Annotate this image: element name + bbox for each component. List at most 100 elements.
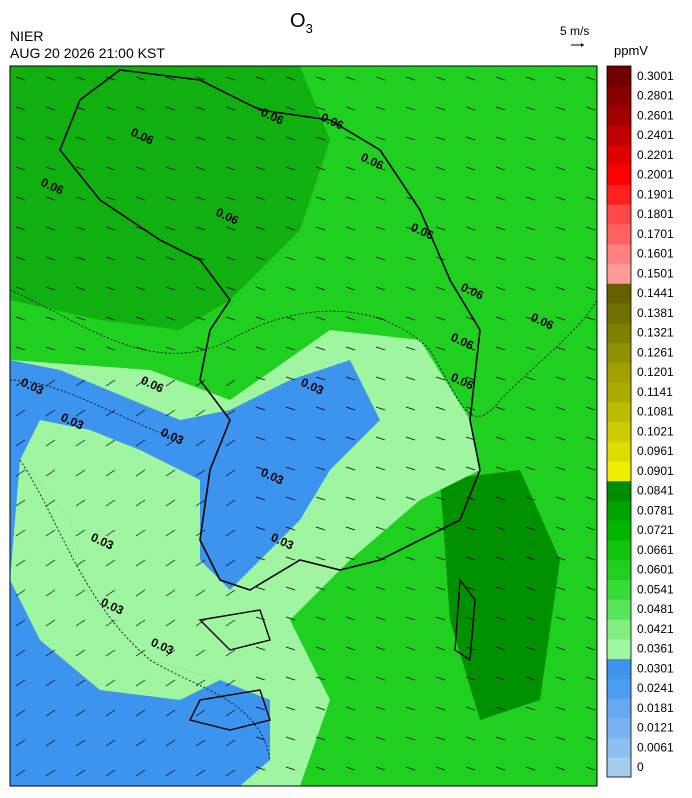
wind-arrow	[75, 76, 86, 81]
wind-arrow	[405, 376, 416, 381]
wind-arrow	[165, 106, 176, 111]
wind-arrow	[135, 439, 146, 447]
wind-arrow	[15, 469, 26, 477]
wind-arrow	[45, 469, 56, 477]
wind-arrow	[465, 586, 476, 591]
wind-arrow	[375, 616, 386, 621]
wind-arrow	[195, 439, 206, 447]
colorbar-box	[607, 243, 631, 264]
wind-arrow	[15, 709, 26, 717]
wind-arrow	[45, 256, 56, 261]
colorbar-label: 0.0481	[637, 602, 674, 616]
wind-arrow	[135, 136, 146, 141]
wind-arrow	[495, 496, 506, 501]
title-sub: 3	[306, 21, 313, 36]
colorbar-box	[607, 579, 631, 600]
wind-arrow	[495, 376, 506, 381]
wind-arrow	[465, 316, 476, 321]
wind-arrow	[405, 166, 416, 171]
wind-arrow	[255, 226, 266, 231]
wind-arrow	[585, 766, 596, 771]
colorbar-box	[607, 382, 631, 403]
wind-arrow	[45, 196, 56, 201]
wind-arrow	[405, 256, 416, 261]
wind-arrow	[345, 736, 356, 741]
wind-arrow	[435, 556, 446, 561]
wind-arrow	[75, 346, 86, 351]
wind-arrow	[465, 166, 476, 171]
wind-arrow	[225, 499, 236, 507]
wind-arrow	[315, 136, 326, 141]
wind-arrow	[135, 649, 146, 657]
wind-arrow	[105, 619, 116, 627]
wind-arrow	[465, 376, 476, 381]
wind-arrow	[255, 196, 266, 201]
wind-arrow	[135, 769, 146, 777]
wind-arrow	[495, 556, 506, 561]
wind-arrow	[75, 409, 86, 417]
colorbar-label: 0.0601	[637, 563, 674, 577]
wind-arrow	[405, 286, 416, 291]
wind-arrow	[495, 136, 506, 141]
wind-arrow	[75, 619, 86, 627]
wind-arrow	[195, 709, 206, 717]
wind-arrow	[135, 379, 146, 387]
wind-arrow	[165, 166, 176, 171]
colorbar-label: 0.2801	[637, 89, 674, 103]
wind-arrow	[165, 589, 176, 597]
wind-arrow	[525, 676, 536, 681]
wind-arrow	[15, 559, 26, 567]
wind-arrow	[165, 409, 176, 417]
wind-arrow	[15, 409, 26, 417]
wind-arrow	[525, 616, 536, 621]
wind-arrow	[375, 436, 386, 441]
wind-arrow	[195, 409, 206, 417]
wind-arrow	[375, 286, 386, 291]
wind-arrow	[585, 316, 596, 321]
wind-arrow	[225, 346, 236, 351]
wind-arrow	[135, 679, 146, 687]
wind-arrow	[495, 616, 506, 621]
colorbar-label: 0.1141	[637, 385, 673, 399]
wind-arrow	[315, 646, 326, 651]
wind-arrow	[105, 256, 116, 261]
wind-arrow	[585, 346, 596, 351]
colorbar-frame	[606, 65, 632, 778]
wind-arrow	[135, 619, 146, 627]
wind-arrow	[255, 766, 266, 771]
wind-arrow	[555, 526, 566, 531]
wind-arrow	[375, 766, 386, 771]
wind-arrow	[255, 346, 266, 351]
wind-arrow	[375, 166, 386, 171]
colorbar-label: 0.1801	[637, 207, 674, 221]
wind-arrow	[45, 409, 56, 417]
wind-arrow	[135, 499, 146, 507]
wind-arrow	[105, 106, 116, 111]
wind-arrow	[165, 529, 176, 537]
wind-arrow	[135, 166, 146, 171]
wind-arrow	[435, 76, 446, 81]
wind-arrow	[435, 676, 446, 681]
wind-arrow	[555, 196, 566, 201]
wind-arrow	[105, 379, 116, 387]
wind-arrow	[585, 556, 596, 561]
wind-arrow	[585, 226, 596, 231]
colorbar-label: 0.2001	[637, 168, 674, 182]
colorbar-box	[607, 342, 631, 363]
title: O3	[290, 10, 313, 36]
wind-arrow	[225, 76, 236, 81]
wind-arrow	[285, 616, 296, 621]
wind-arrow	[135, 529, 146, 537]
colorbar-label: 0.1501	[637, 266, 674, 280]
wind-arrow	[165, 136, 176, 141]
wind-arrow	[225, 619, 236, 627]
wind-arrow	[405, 586, 416, 591]
wind-arrow	[15, 256, 26, 261]
wind-arrow	[465, 436, 476, 441]
colorbar-box	[607, 401, 631, 422]
wind-arrow	[465, 286, 476, 291]
colorbar-label: 0.0661	[637, 543, 674, 557]
wind-arrow	[405, 436, 416, 441]
wind-arrow	[405, 466, 416, 471]
wind-arrow	[225, 196, 236, 201]
